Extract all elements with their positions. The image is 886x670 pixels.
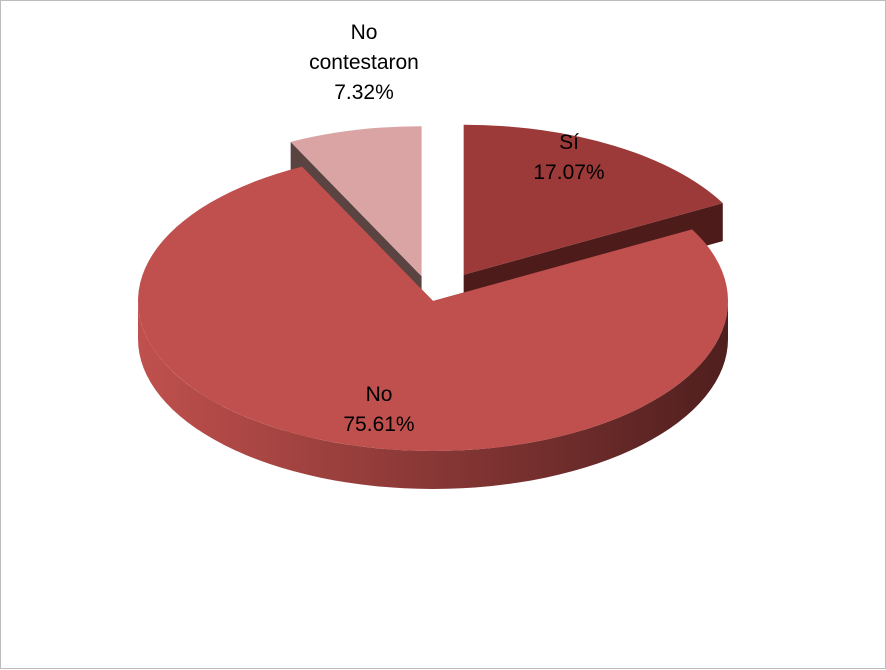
slice-label: No xyxy=(366,383,393,406)
slice-value-label: 7.32% xyxy=(334,81,394,104)
slice-label: contestaron xyxy=(309,51,419,74)
slice-value-label: 17.07% xyxy=(533,161,604,184)
slice-value-label: 75.61% xyxy=(343,413,414,436)
slice-label: No xyxy=(351,21,378,44)
pie-slice-no xyxy=(138,166,729,489)
slice-label: Sí xyxy=(559,131,579,154)
